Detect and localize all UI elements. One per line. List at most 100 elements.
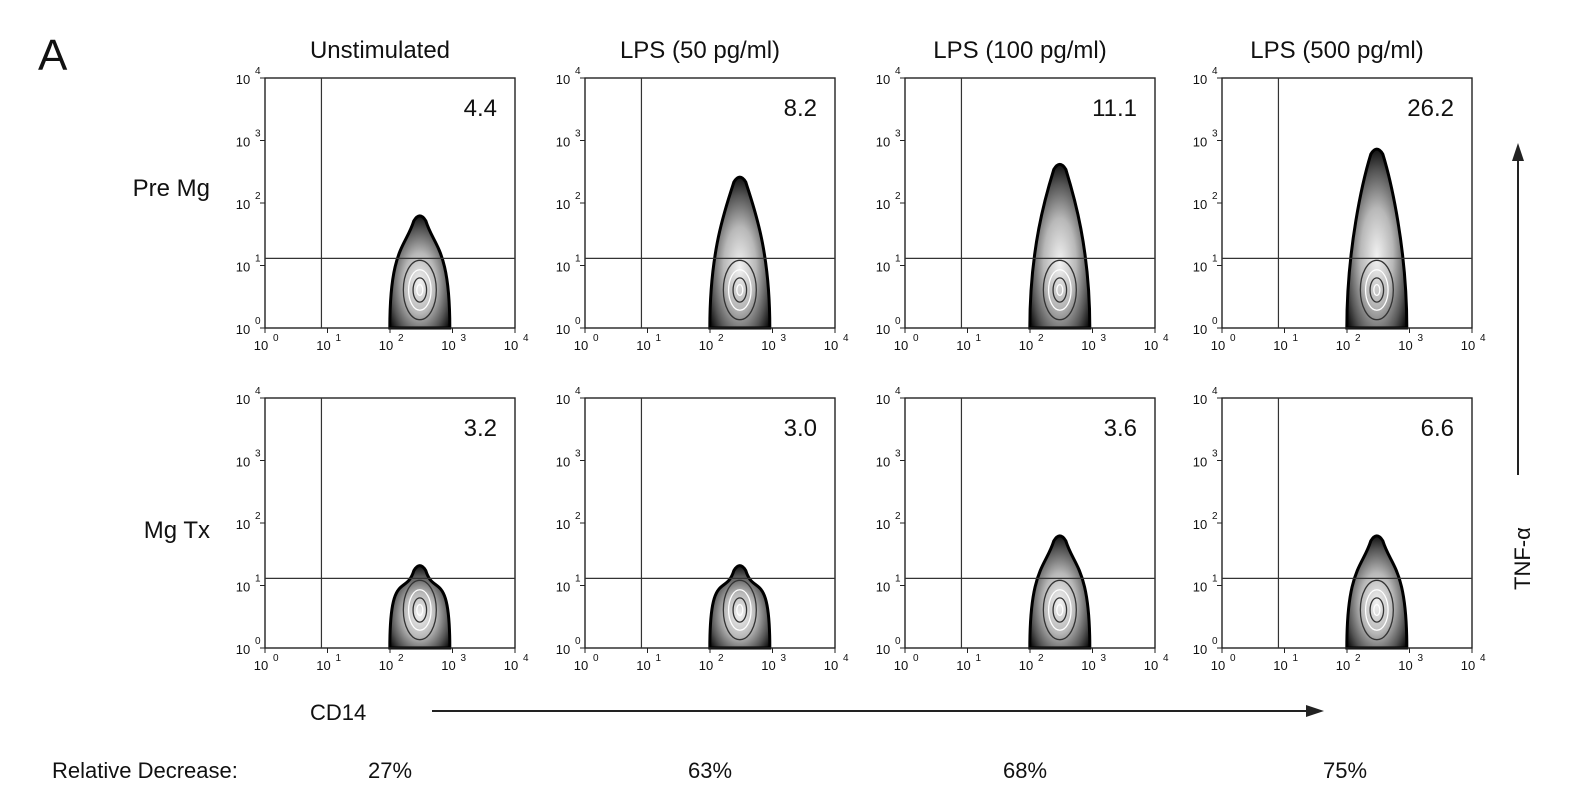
x-tick-label: 10	[1398, 658, 1412, 673]
density-contour	[1359, 259, 1394, 321]
x-tick-label: 10	[636, 658, 650, 673]
density-contour	[402, 259, 437, 321]
y-tick-label: 10	[556, 580, 570, 595]
x-tick-label: 10	[699, 338, 713, 353]
x-tick-label: 10	[1019, 338, 1033, 353]
relative-decrease-value: 75%	[1323, 758, 1367, 783]
x-tick-exponent: 3	[1101, 333, 1107, 344]
quadrant-percentage: 11.1	[1092, 95, 1137, 122]
row-labels: Pre Mg Mg Tx	[133, 175, 210, 544]
x-tick-label: 10	[316, 658, 330, 673]
quadrant-percentage: 3.6	[1104, 415, 1137, 442]
x-tick-exponent: 1	[976, 333, 982, 344]
x-tick-exponent: 3	[781, 653, 787, 664]
y-tick-label: 10	[236, 642, 250, 657]
x-tick-label: 10	[379, 338, 393, 353]
y-tick-exponent: 1	[575, 254, 581, 265]
x-tick-exponent: 4	[843, 333, 849, 344]
y-tick-label: 10	[876, 392, 890, 407]
relative-decrease-value: 27%	[368, 758, 412, 783]
y-tick-exponent: 1	[895, 254, 901, 265]
y-tick-label: 10	[876, 135, 890, 150]
y-tick-exponent: 4	[895, 386, 901, 397]
x-tick-exponent: 2	[1355, 653, 1361, 664]
row-label: Mg Tx	[144, 517, 210, 544]
x-tick-label: 10	[1144, 658, 1158, 673]
density-contour	[1042, 259, 1077, 321]
y-tick-exponent: 3	[1212, 129, 1218, 140]
quadrant-percentage: 3.0	[784, 415, 817, 442]
flow-plot: 11.1 10 0 10 0 10 1 10 1 10 2 10 2 10 3 10 3 10 4 10 4	[876, 66, 1169, 353]
x-tick-exponent: 1	[1293, 333, 1299, 344]
quadrant-percentage: 4.4	[464, 95, 497, 122]
x-tick-exponent: 3	[1418, 653, 1424, 664]
density-contour	[412, 277, 428, 303]
y-tick-exponent: 1	[255, 254, 261, 265]
y-tick-label: 10	[236, 455, 250, 470]
x-tick-label: 10	[1336, 658, 1350, 673]
x-tick-exponent: 3	[1418, 333, 1424, 344]
y-tick-exponent: 2	[895, 191, 901, 202]
y-tick-label: 10	[1193, 322, 1207, 337]
density-contour	[722, 579, 757, 641]
x-tick-exponent: 2	[1038, 333, 1044, 344]
flow-plot: 3.2 10 0 10 0 10 1 10 1 10 2 10 2 10 3 10 3 10 4 10 4	[236, 386, 529, 673]
y-tick-label: 10	[1193, 517, 1207, 532]
x-tick-exponent: 4	[523, 333, 529, 344]
x-axis-title: CD14	[310, 700, 366, 725]
y-tick-exponent: 0	[255, 316, 261, 327]
x-tick-label: 10	[1081, 658, 1095, 673]
y-tick-exponent: 4	[255, 386, 261, 397]
density-contour	[722, 259, 757, 321]
y-tick-label: 10	[1193, 455, 1207, 470]
x-tick-exponent: 3	[1101, 653, 1107, 664]
column-title: LPS (500 pg/ml)	[1250, 37, 1423, 64]
y-tick-exponent: 1	[1212, 574, 1218, 585]
x-tick-label: 10	[574, 338, 588, 353]
cell-population	[1345, 147, 1409, 330]
x-tick-exponent: 4	[843, 653, 849, 664]
density-contour	[1042, 579, 1077, 641]
cell-population	[388, 214, 452, 330]
x-tick-label: 10	[761, 658, 775, 673]
y-tick-label: 10	[1193, 197, 1207, 212]
x-tick-label: 10	[1211, 658, 1225, 673]
y-tick-exponent: 2	[575, 191, 581, 202]
x-tick-label: 10	[504, 338, 518, 353]
x-tick-exponent: 1	[1293, 653, 1299, 664]
y-tick-label: 10	[236, 135, 250, 150]
x-tick-label: 10	[1081, 338, 1095, 353]
y-tick-label: 10	[1193, 642, 1207, 657]
density-contour	[732, 597, 748, 623]
relative-decrease-label: Relative Decrease:	[52, 758, 238, 783]
cell-population	[1028, 534, 1092, 650]
x-tick-exponent: 0	[1230, 333, 1236, 344]
x-tick-label: 10	[1273, 338, 1287, 353]
density-contour	[402, 579, 437, 641]
y-tick-exponent: 3	[255, 129, 261, 140]
x-tick-exponent: 3	[461, 333, 467, 344]
quadrant-percentage: 3.2	[464, 415, 497, 442]
x-tick-label: 10	[1273, 658, 1287, 673]
x-tick-label: 10	[504, 658, 518, 673]
x-tick-exponent: 2	[1038, 653, 1044, 664]
y-tick-exponent: 3	[575, 449, 581, 460]
density-contour	[1373, 283, 1381, 297]
relative-decrease-value: 63%	[688, 758, 732, 783]
y-tick-exponent: 2	[255, 191, 261, 202]
y-tick-label: 10	[876, 197, 890, 212]
x-axis-arrow	[432, 705, 1324, 717]
x-tick-exponent: 1	[656, 653, 662, 664]
y-tick-label: 10	[236, 392, 250, 407]
x-tick-exponent: 0	[273, 333, 279, 344]
y-tick-exponent: 0	[895, 636, 901, 647]
flow-plot: 3.6 10 0 10 0 10 1 10 1 10 2 10 2 10 3 10 3 10 4 10 4	[876, 386, 1169, 673]
x-tick-label: 10	[824, 658, 838, 673]
x-tick-exponent: 0	[593, 333, 599, 344]
density-contour	[1364, 269, 1389, 311]
x-tick-label: 10	[894, 658, 908, 673]
y-tick-label: 10	[876, 642, 890, 657]
y-tick-exponent: 1	[575, 574, 581, 585]
y-tick-label: 10	[556, 642, 570, 657]
